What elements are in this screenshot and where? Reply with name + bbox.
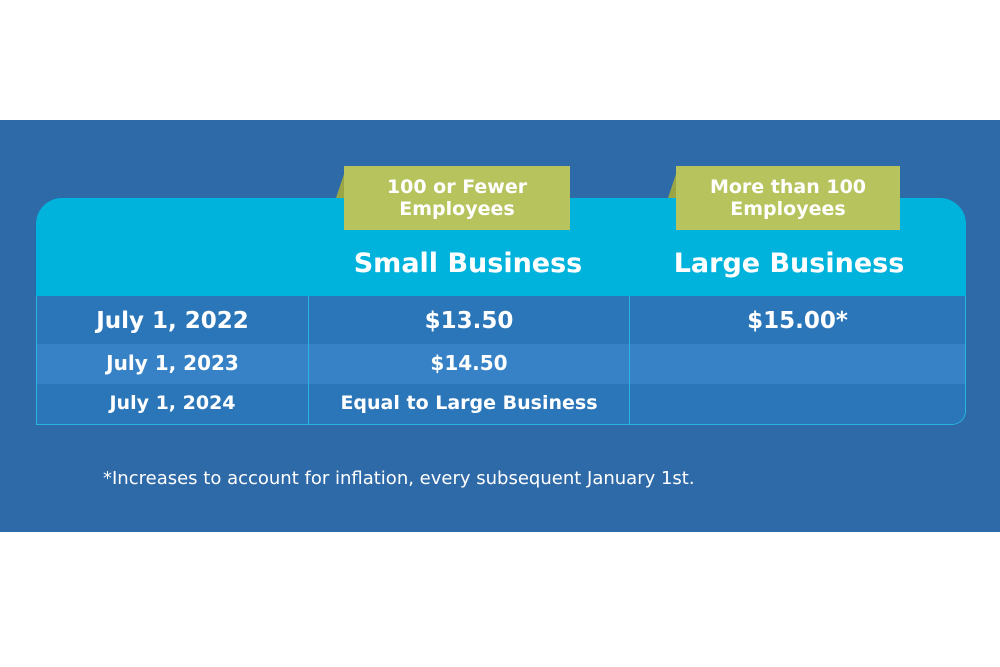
date-cell: July 1, 2023 [106, 351, 239, 375]
inflation-footnote: *Increases to account for inflation, eve… [103, 468, 695, 489]
column-divider [308, 296, 309, 424]
date-cell: July 1, 2024 [109, 392, 236, 414]
small-business-rate: $13.50 [424, 308, 514, 334]
table-body: July 1, 2022 $13.50 $15.00* July 1, 2023… [36, 296, 966, 425]
table-row [37, 384, 965, 424]
large-business-heading: Large Business [673, 248, 905, 279]
column-divider [629, 296, 630, 424]
table-row [37, 344, 965, 384]
tag-line: More than 100 [709, 176, 867, 198]
tag-line: Employees [730, 198, 846, 220]
small-business-heading: Small Business [353, 248, 583, 279]
small-business-rate: Equal to Large Business [340, 392, 598, 414]
large-business-employee-tag: More than 100 Employees [668, 166, 900, 230]
small-business-employee-tag: 100 or Fewer Employees [336, 166, 570, 230]
large-business-rate: $15.00* [747, 308, 848, 334]
table-row [37, 296, 965, 344]
tag-line: 100 or Fewer [386, 176, 528, 198]
small-business-rate: $14.50 [430, 351, 508, 375]
tag-line: Employees [399, 198, 515, 220]
wage-table: July 1, 2022 $13.50 $15.00* July 1, 2023… [36, 198, 966, 426]
date-cell: July 1, 2022 [96, 308, 249, 334]
